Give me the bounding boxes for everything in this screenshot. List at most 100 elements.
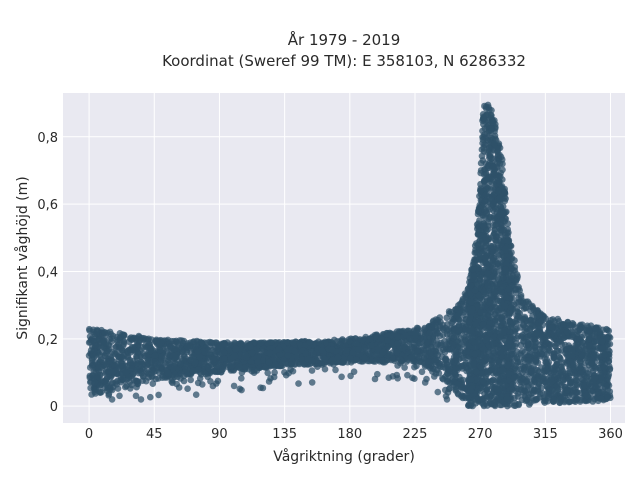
data-point bbox=[525, 357, 532, 364]
data-point bbox=[102, 350, 110, 357]
data-point bbox=[279, 358, 287, 366]
data-point bbox=[247, 343, 254, 351]
data-point bbox=[533, 329, 540, 337]
data-point bbox=[556, 380, 564, 387]
data-point bbox=[355, 351, 362, 358]
data-point bbox=[359, 336, 367, 344]
data-point bbox=[597, 373, 605, 381]
data-point bbox=[473, 368, 480, 376]
data-point bbox=[484, 269, 491, 277]
data-point bbox=[100, 338, 107, 346]
data-point bbox=[111, 350, 118, 357]
data-point bbox=[195, 366, 202, 373]
data-point bbox=[367, 335, 374, 343]
data-point bbox=[592, 365, 599, 372]
data-point bbox=[489, 119, 496, 126]
data-point bbox=[582, 366, 590, 373]
data-point bbox=[98, 388, 105, 396]
data-point bbox=[488, 359, 496, 367]
data-point bbox=[519, 299, 526, 307]
data-point bbox=[532, 339, 540, 346]
data-point bbox=[489, 176, 497, 183]
data-point bbox=[151, 352, 159, 359]
data-point bbox=[489, 334, 497, 342]
data-point bbox=[301, 342, 309, 349]
data-point bbox=[310, 350, 317, 357]
data-point bbox=[481, 125, 489, 132]
data-point bbox=[91, 379, 99, 386]
data-point bbox=[604, 374, 612, 382]
data-point bbox=[95, 364, 102, 372]
data-point bbox=[490, 352, 497, 359]
data-point bbox=[600, 364, 608, 372]
data-point bbox=[464, 348, 472, 356]
data-point bbox=[585, 335, 593, 343]
data-point bbox=[505, 276, 512, 284]
data-point bbox=[206, 351, 214, 359]
data-point bbox=[112, 344, 119, 351]
data-point bbox=[489, 163, 497, 170]
data-point bbox=[491, 399, 498, 406]
data-point bbox=[503, 260, 510, 268]
data-point bbox=[171, 345, 179, 353]
data-point bbox=[518, 375, 526, 382]
data-point bbox=[386, 351, 393, 358]
data-point bbox=[262, 363, 269, 371]
data-point bbox=[548, 324, 556, 331]
data-point bbox=[476, 217, 483, 224]
data-point bbox=[444, 326, 452, 334]
data-point bbox=[490, 249, 497, 256]
data-point bbox=[486, 329, 493, 337]
data-point bbox=[581, 382, 588, 390]
data-point bbox=[476, 253, 484, 260]
data-point bbox=[505, 370, 512, 378]
data-point bbox=[501, 245, 509, 253]
data-point bbox=[254, 353, 262, 361]
data-point bbox=[499, 372, 507, 380]
data-point bbox=[485, 104, 493, 111]
data-point bbox=[600, 387, 607, 395]
data-point bbox=[469, 266, 477, 273]
data-point bbox=[563, 360, 571, 367]
data-point bbox=[240, 364, 248, 371]
data-point bbox=[189, 367, 197, 375]
data-point bbox=[453, 338, 461, 345]
data-point bbox=[118, 354, 125, 361]
data-point bbox=[586, 342, 593, 349]
data-point bbox=[444, 321, 451, 328]
data-point bbox=[581, 331, 588, 339]
data-point bbox=[414, 348, 421, 356]
data-point bbox=[172, 370, 180, 378]
data-point bbox=[497, 333, 504, 341]
data-point bbox=[494, 276, 502, 283]
data-point bbox=[497, 226, 505, 233]
data-point bbox=[524, 363, 532, 370]
data-point bbox=[497, 173, 504, 180]
data-point bbox=[331, 336, 338, 344]
data-point bbox=[480, 351, 487, 359]
data-point bbox=[101, 329, 109, 336]
data-point bbox=[604, 393, 612, 401]
data-point bbox=[393, 348, 401, 356]
data-point bbox=[501, 189, 509, 196]
data-point bbox=[585, 370, 593, 378]
data-point bbox=[120, 338, 128, 346]
data-point bbox=[486, 299, 493, 307]
data-point bbox=[477, 308, 484, 316]
data-point bbox=[476, 232, 484, 239]
data-point bbox=[604, 382, 611, 390]
data-point bbox=[519, 347, 526, 355]
data-point bbox=[472, 321, 480, 328]
data-point bbox=[551, 366, 558, 374]
data-point bbox=[499, 166, 506, 174]
data-point bbox=[296, 341, 304, 349]
data-point bbox=[117, 344, 124, 352]
data-point bbox=[420, 336, 428, 343]
data-point bbox=[445, 366, 453, 373]
data-point bbox=[126, 378, 133, 386]
data-point bbox=[598, 395, 605, 403]
data-point bbox=[406, 335, 414, 342]
data-point bbox=[477, 159, 485, 167]
data-point bbox=[159, 352, 167, 360]
